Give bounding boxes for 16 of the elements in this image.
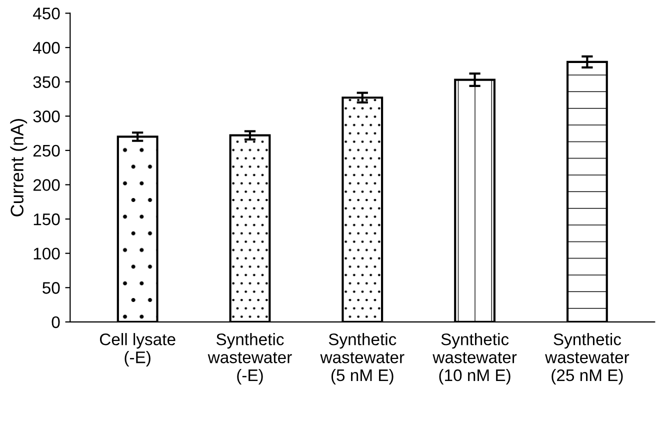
y-tick-label: 350: [33, 76, 60, 88]
x-tick-label: Synthetic wastewater (25 nM E): [545, 333, 630, 384]
y-tick-label: 150: [34, 213, 60, 226]
y-axis-title: Current (nA): [10, 119, 28, 216]
x-tick-label: Synthetic wastewater (5 nM E): [320, 333, 404, 384]
y-tick-label: 250: [33, 144, 60, 157]
y-tick-label: 300: [33, 110, 60, 122]
y-tick-label: 50: [42, 282, 60, 294]
x-tick-label: Cell lysate (-E): [100, 333, 176, 367]
x-tick-label: Synthetic wastewater (10 nM E): [432, 333, 517, 384]
x-tick-label: Synthetic wastewater (-E): [208, 333, 292, 384]
y-tick-label: 100: [34, 248, 60, 260]
y-tick-label: 450: [32, 8, 60, 20]
y-tick-label: 0: [52, 316, 60, 328]
y-tick-label: 200: [33, 179, 60, 191]
y-tick-label: 400: [32, 42, 60, 54]
